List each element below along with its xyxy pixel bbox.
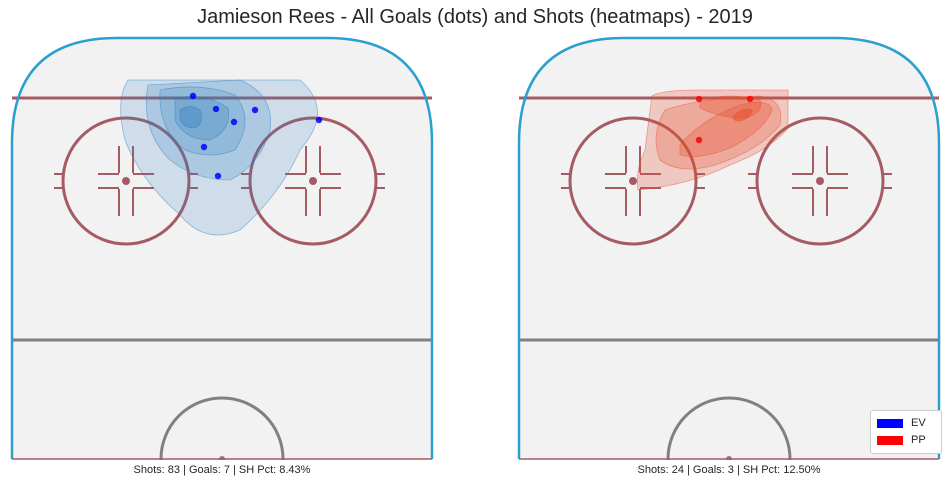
- heatmap-contour: [145, 79, 272, 181]
- goal-dot: [189, 92, 197, 100]
- legend-swatch-pp: [877, 435, 903, 445]
- goal-dot: [315, 116, 323, 124]
- rink-markings: [519, 89, 939, 460]
- faceoff-circle-right: [748, 116, 892, 246]
- rink-ice: [519, 38, 939, 459]
- rink-ice: [12, 38, 432, 459]
- goal-dot: [214, 172, 222, 180]
- rink-boards: [517, 36, 941, 459]
- faceoff-dot: [309, 177, 317, 185]
- faceoff-ring: [755, 116, 885, 246]
- goal-dot: [695, 95, 703, 103]
- heatmap-contour: [120, 79, 318, 236]
- goal-dot: [230, 118, 238, 126]
- faceoff-dot: [816, 177, 824, 185]
- chart-title: Jamieson Rees - All Goals (dots) and Sho…: [197, 6, 753, 28]
- goal-dot: [200, 143, 208, 151]
- goal-dot: [212, 105, 220, 113]
- faceoff-ring: [248, 116, 378, 246]
- rink-markings: [12, 79, 432, 460]
- goal-dot: [746, 95, 754, 103]
- ev-panel: [10, 36, 434, 460]
- faceoff-circle-right: [241, 116, 385, 246]
- goal-dot: [251, 106, 259, 114]
- legend: EV PP: [870, 410, 942, 454]
- heatmap-contour: [179, 106, 203, 129]
- heatmap-contour: [159, 86, 246, 156]
- faceoff-circle-left: [54, 116, 198, 246]
- legend-label-ev: EV: [911, 417, 926, 429]
- faceoff-dot: [629, 177, 637, 185]
- goal-dot: [695, 136, 703, 144]
- faceoff-dot: [122, 177, 130, 185]
- faceoff-circle-left: [561, 116, 705, 246]
- faceoff-ring: [61, 116, 191, 246]
- legend-item-pp: PP: [877, 434, 926, 446]
- pp-panel-caption: Shots: 24 | Goals: 3 | SH Pct: 12.50%: [637, 464, 821, 476]
- heatmap-contour: [732, 108, 753, 122]
- shot-heatmap: [636, 89, 789, 191]
- legend-label-pp: PP: [911, 434, 926, 446]
- legend-item-ev: EV: [877, 417, 926, 429]
- faceoff-ring: [568, 116, 698, 246]
- rink-boards: [10, 36, 434, 459]
- legend-swatch-ev: [877, 418, 903, 428]
- pp-panel: [517, 36, 941, 460]
- ev-panel-caption: Shots: 83 | Goals: 7 | SH Pct: 8.43%: [133, 464, 311, 476]
